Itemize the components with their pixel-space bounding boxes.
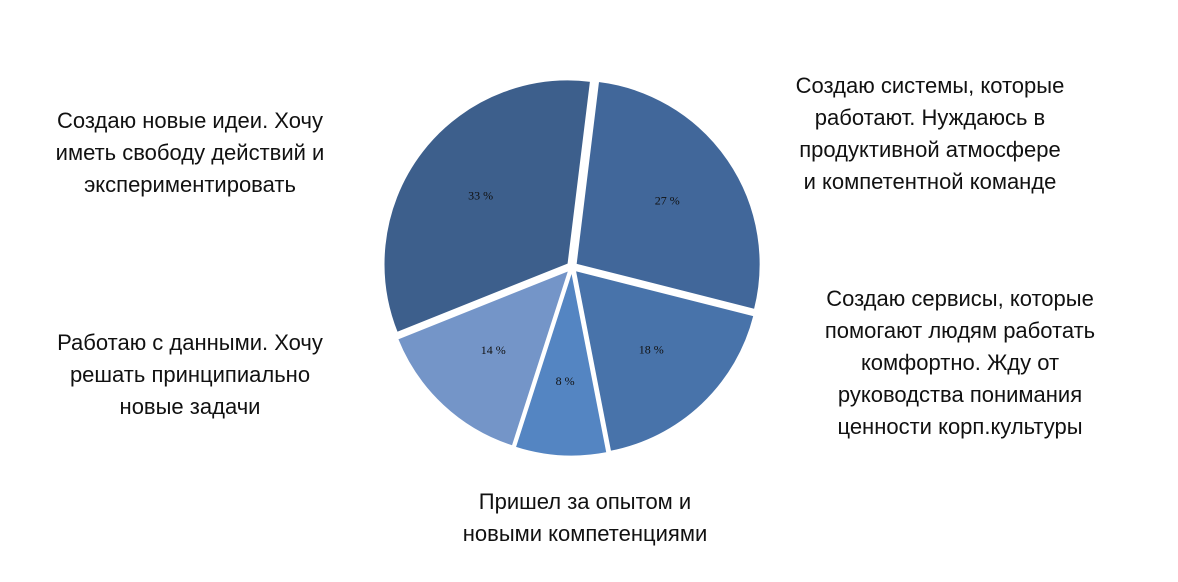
pie-slice-services <box>574 269 755 452</box>
pie-value-label-services: 18 % <box>639 343 664 357</box>
category-label-systems: Создаю системы, которые работают. Нуждаю… <box>795 73 1065 194</box>
pie-value-label-experience: 8 % <box>556 374 575 388</box>
pie-value-labels: 27 % 18 % 8 % 14 % 33 % <box>468 188 680 388</box>
pie-slice-systems <box>575 80 761 310</box>
category-label-services: Создаю сервисы, которые помогают людям р… <box>824 286 1096 439</box>
pie-value-label-ideas: 33 % <box>468 188 493 202</box>
pie-slice-data <box>397 269 570 447</box>
pie-value-label-systems: 27 % <box>655 194 680 208</box>
category-label-experience: Пришел за опытом и новыми компетенциями <box>462 489 708 546</box>
category-label-data: Работаю с данными. Хочу решать принципиа… <box>57 330 323 419</box>
pie-slice-experience <box>514 271 608 457</box>
pie-slice-ideas <box>383 79 592 333</box>
pie-value-label-data: 14 % <box>481 343 506 357</box>
category-label-ideas: Создаю новые идеи. Хочу иметь свободу де… <box>55 108 325 197</box>
pie-slices <box>383 79 761 457</box>
